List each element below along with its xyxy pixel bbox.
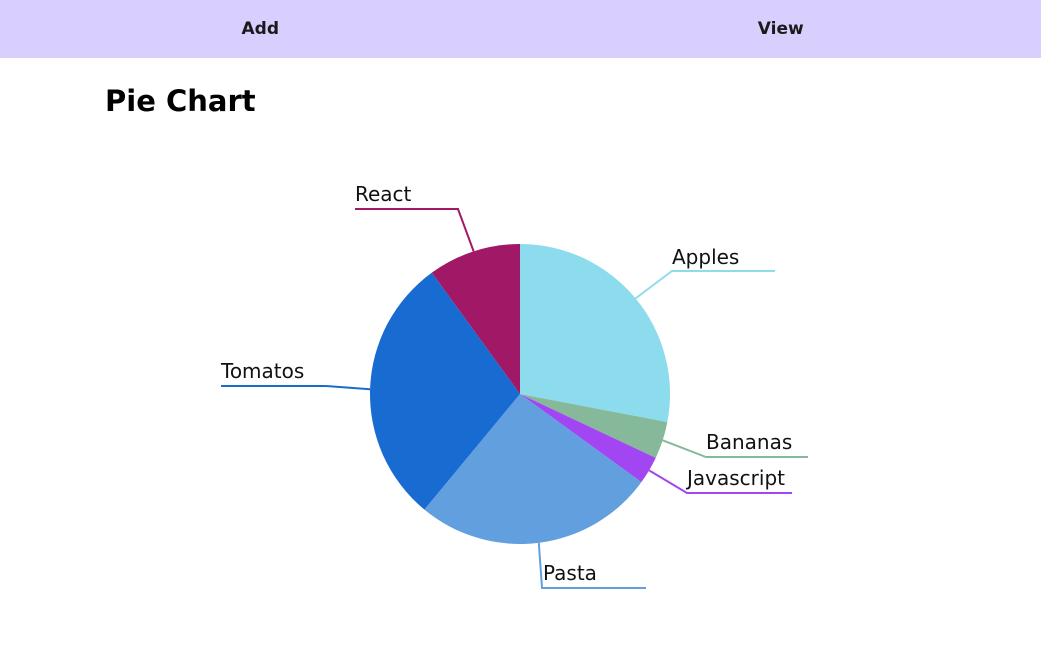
pie-slice-javascript[interactable] — [520, 394, 656, 483]
pie-slice-apples[interactable] — [520, 244, 670, 423]
pie-slice-react[interactable] — [431, 244, 520, 394]
leader-line-react — [355, 208, 475, 252]
slice-label-pasta: Pasta — [543, 561, 597, 585]
top-nav: Add View — [0, 0, 1041, 58]
leader-line-javascript — [648, 469, 792, 494]
page-title: Pie Chart — [105, 84, 256, 118]
slice-label-javascript: Javascript — [685, 466, 785, 490]
nav-add-link[interactable]: Add — [241, 19, 280, 39]
leader-line-pasta — [537, 542, 646, 589]
pie-slice-pasta[interactable] — [424, 394, 642, 545]
pie-slice-bananas[interactable] — [520, 394, 668, 458]
nav-view-link[interactable]: View — [757, 19, 804, 39]
leader-line-tomatos — [221, 385, 371, 391]
slice-label-react: React — [355, 182, 412, 206]
slice-label-bananas: Bananas — [706, 430, 792, 454]
leader-line-bananas — [662, 439, 808, 458]
pie-slice-tomatos[interactable] — [370, 272, 520, 510]
leader-line-apples — [634, 270, 775, 300]
slice-label-tomatos: Tomatos — [220, 359, 304, 383]
slice-label-apples: Apples — [672, 245, 739, 269]
